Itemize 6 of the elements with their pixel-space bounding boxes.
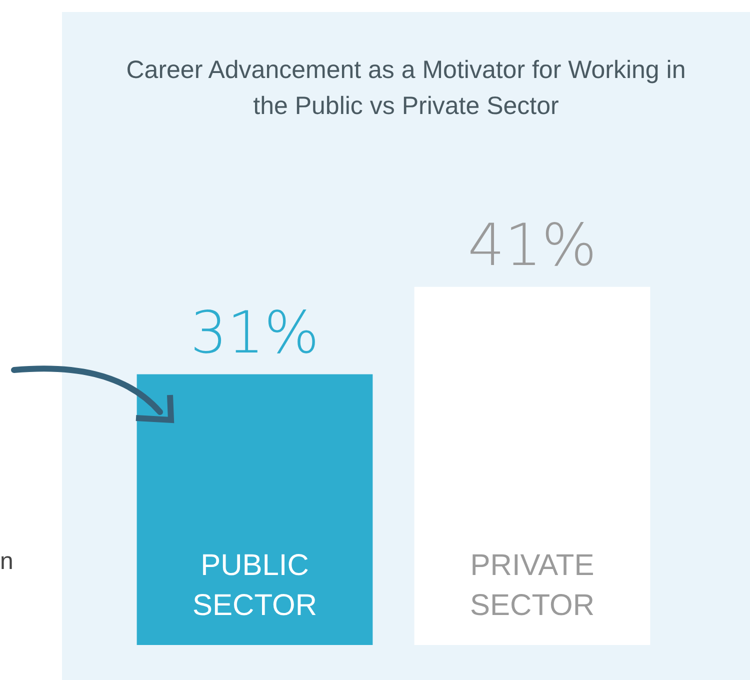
x-tick-label: PUBLIC SECTOR — [192, 549, 317, 622]
data-label: 41% — [468, 210, 597, 279]
data-label: 31% — [190, 298, 320, 366]
chart-title: Career Advancement as a Motivator for Working in the Public vs Private Sector — [126, 55, 686, 122]
x-tick-label: PRIVATE SECTOR — [470, 549, 594, 622]
text: n — [0, 548, 14, 576]
